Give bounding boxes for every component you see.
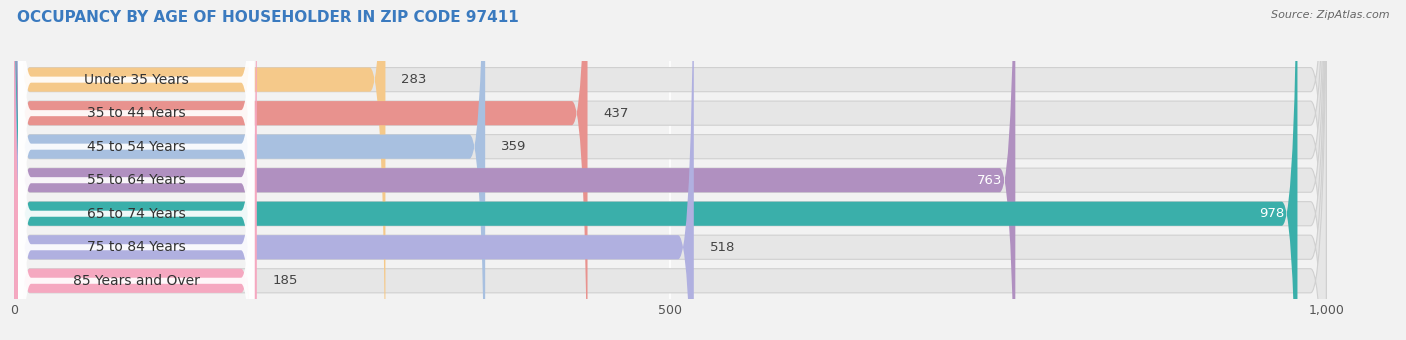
FancyBboxPatch shape <box>14 0 1015 340</box>
FancyBboxPatch shape <box>18 0 254 340</box>
Text: 75 to 84 Years: 75 to 84 Years <box>87 240 186 254</box>
FancyBboxPatch shape <box>18 0 254 340</box>
FancyBboxPatch shape <box>14 0 1326 340</box>
Text: 45 to 54 Years: 45 to 54 Years <box>87 140 186 154</box>
FancyBboxPatch shape <box>14 0 1326 340</box>
FancyBboxPatch shape <box>14 0 1298 340</box>
FancyBboxPatch shape <box>18 0 254 340</box>
Text: 185: 185 <box>273 274 298 287</box>
Text: 283: 283 <box>401 73 426 86</box>
FancyBboxPatch shape <box>14 0 257 340</box>
FancyBboxPatch shape <box>18 0 254 340</box>
FancyBboxPatch shape <box>18 0 254 340</box>
Text: Under 35 Years: Under 35 Years <box>84 73 188 87</box>
Text: Source: ZipAtlas.com: Source: ZipAtlas.com <box>1271 10 1389 20</box>
Text: 978: 978 <box>1260 207 1284 220</box>
Text: OCCUPANCY BY AGE OF HOUSEHOLDER IN ZIP CODE 97411: OCCUPANCY BY AGE OF HOUSEHOLDER IN ZIP C… <box>17 10 519 25</box>
FancyBboxPatch shape <box>14 0 1326 340</box>
FancyBboxPatch shape <box>14 0 385 340</box>
FancyBboxPatch shape <box>14 0 588 340</box>
Text: 359: 359 <box>501 140 526 153</box>
Text: 437: 437 <box>603 107 628 120</box>
FancyBboxPatch shape <box>14 0 485 340</box>
FancyBboxPatch shape <box>14 0 1326 340</box>
FancyBboxPatch shape <box>18 0 254 340</box>
Text: 518: 518 <box>710 241 735 254</box>
Text: 85 Years and Over: 85 Years and Over <box>73 274 200 288</box>
FancyBboxPatch shape <box>14 0 693 340</box>
Text: 763: 763 <box>977 174 1002 187</box>
FancyBboxPatch shape <box>14 0 1326 340</box>
Text: 65 to 74 Years: 65 to 74 Years <box>87 207 186 221</box>
FancyBboxPatch shape <box>14 0 1326 340</box>
Text: 55 to 64 Years: 55 to 64 Years <box>87 173 186 187</box>
FancyBboxPatch shape <box>18 0 254 340</box>
FancyBboxPatch shape <box>14 0 1326 340</box>
Text: 35 to 44 Years: 35 to 44 Years <box>87 106 186 120</box>
